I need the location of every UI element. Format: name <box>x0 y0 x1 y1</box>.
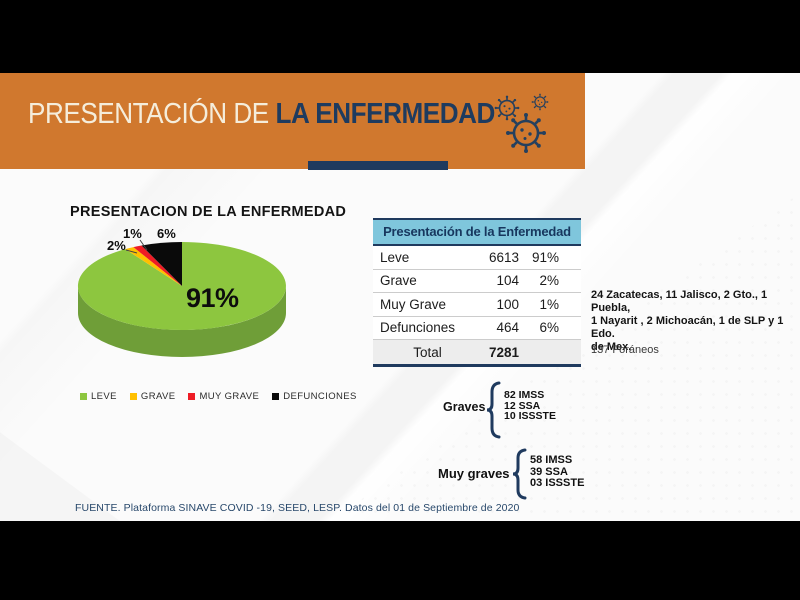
states-note-line: de Mex. <box>591 341 632 353</box>
foraneos-note: 137 Foráneos <box>591 344 659 356</box>
virus-icons <box>493 93 549 155</box>
row-label: Muy Grave <box>380 296 447 312</box>
states-note-line: 24 Zacatecas, 11 Jalisco, 2 Gto., 1 Pueb… <box>591 289 768 314</box>
legend-label: LEVE <box>91 391 117 402</box>
legend-label: GRAVE <box>140 391 176 402</box>
source-note: FUENTE. Plataforma SINAVE COVID -19, SEE… <box>75 502 520 514</box>
banner-underline <box>308 161 448 170</box>
legend-swatch-grave <box>129 393 137 400</box>
pie-label-muy-grave: 1% <box>123 226 142 241</box>
row-label: Grave <box>380 273 417 289</box>
muy-graves-item: 58 IMSS <box>530 454 573 466</box>
pie-label-defunciones: 6% <box>157 226 176 241</box>
total-value: 7281 <box>488 344 519 360</box>
muy-graves-label: Muy graves <box>438 466 510 481</box>
table-row: Leve 6613 91% <box>373 246 581 270</box>
legend-item-defunciones: DEFUNCIONES <box>272 391 357 402</box>
virus-icon <box>504 111 548 155</box>
legend-swatch-muy-grave <box>188 393 196 400</box>
legend-swatch-leve <box>80 393 87 400</box>
legend-item-grave: GRAVE <box>129 391 176 402</box>
muy-graves-item: 03 ISSSTE <box>530 477 585 489</box>
row-percent: 91% <box>531 249 559 265</box>
graves-items: 82 IMSS 12 SSA 10 ISSSTE <box>504 390 556 422</box>
muy-graves-items: 58 IMSS 39 SSA 03 ISSSTE <box>530 454 585 490</box>
states-note-line: 1 Nayarit , 2 Michoacán, 1 de SLP y 1 Ed… <box>591 315 784 340</box>
total-label: Total <box>413 344 442 360</box>
pie-label-leve: 91% <box>186 283 239 313</box>
pie-chart-title: PRESENTACION DE LA ENFERMEDAD <box>70 204 347 220</box>
graves-item: 82 IMSS <box>504 389 545 401</box>
row-label: Defunciones <box>380 320 456 336</box>
legend-label: MUY GRAVE <box>199 391 260 402</box>
row-value: 464 <box>496 320 519 336</box>
legend-item-leve: LEVE <box>80 391 117 402</box>
legend-label: DEFUNCIONES <box>283 391 357 402</box>
pie-legend: LEVE GRAVE MUY GRAVE DEFUNCIONES <box>80 391 357 402</box>
row-percent: 2% <box>539 273 559 289</box>
graves-item: 10 ISSSTE <box>504 410 556 422</box>
table-header: Presentación de la Enfermedad <box>373 218 581 246</box>
graves-item: 12 SSA <box>504 399 541 412</box>
muy-graves-item: 39 SSA <box>530 465 568 478</box>
table-body: Leve 6613 91% Grave 104 2% Muy Grave 100 1% Defun… <box>373 246 581 340</box>
virus-icon <box>493 94 521 122</box>
table-row: Muy Grave 100 1% <box>373 293 581 317</box>
row-percent: 1% <box>539 296 559 312</box>
row-label: Leve <box>380 249 410 265</box>
header-banner <box>0 73 585 169</box>
states-note: 24 Zacatecas, 11 Jalisco, 2 Gto., 1 Pueb… <box>591 289 800 354</box>
legend-item-muy-grave: MUY GRAVE <box>188 391 259 402</box>
row-value: 104 <box>496 273 519 289</box>
data-table: Presentación de la Enfermedad Leve 6613 91… <box>373 218 581 367</box>
virus-icon <box>531 93 549 111</box>
table-total-row: Total 7281 <box>373 340 581 367</box>
row-value: 6613 <box>488 249 519 265</box>
letterbox-bottom <box>0 521 800 600</box>
page-title: PRESENTACIÓN DE LA ENFERMEDAD <box>28 98 495 131</box>
legend-swatch-defunciones <box>272 393 280 400</box>
pie-label-grave: 2% <box>107 238 126 253</box>
page-title-bold: LA ENFERMEDAD <box>275 98 496 130</box>
row-percent: 6% <box>539 320 559 336</box>
table-row: Grave 104 2% <box>373 270 581 293</box>
graves-label: Graves <box>443 400 486 414</box>
table-row: Defunciones 464 6% <box>373 317 581 340</box>
letterbox-top <box>0 0 800 73</box>
muy-graves-brace <box>512 448 527 500</box>
page-title-light: PRESENTACIÓN DE <box>28 98 276 130</box>
row-value: 100 <box>496 296 519 312</box>
graves-brace <box>486 381 501 439</box>
